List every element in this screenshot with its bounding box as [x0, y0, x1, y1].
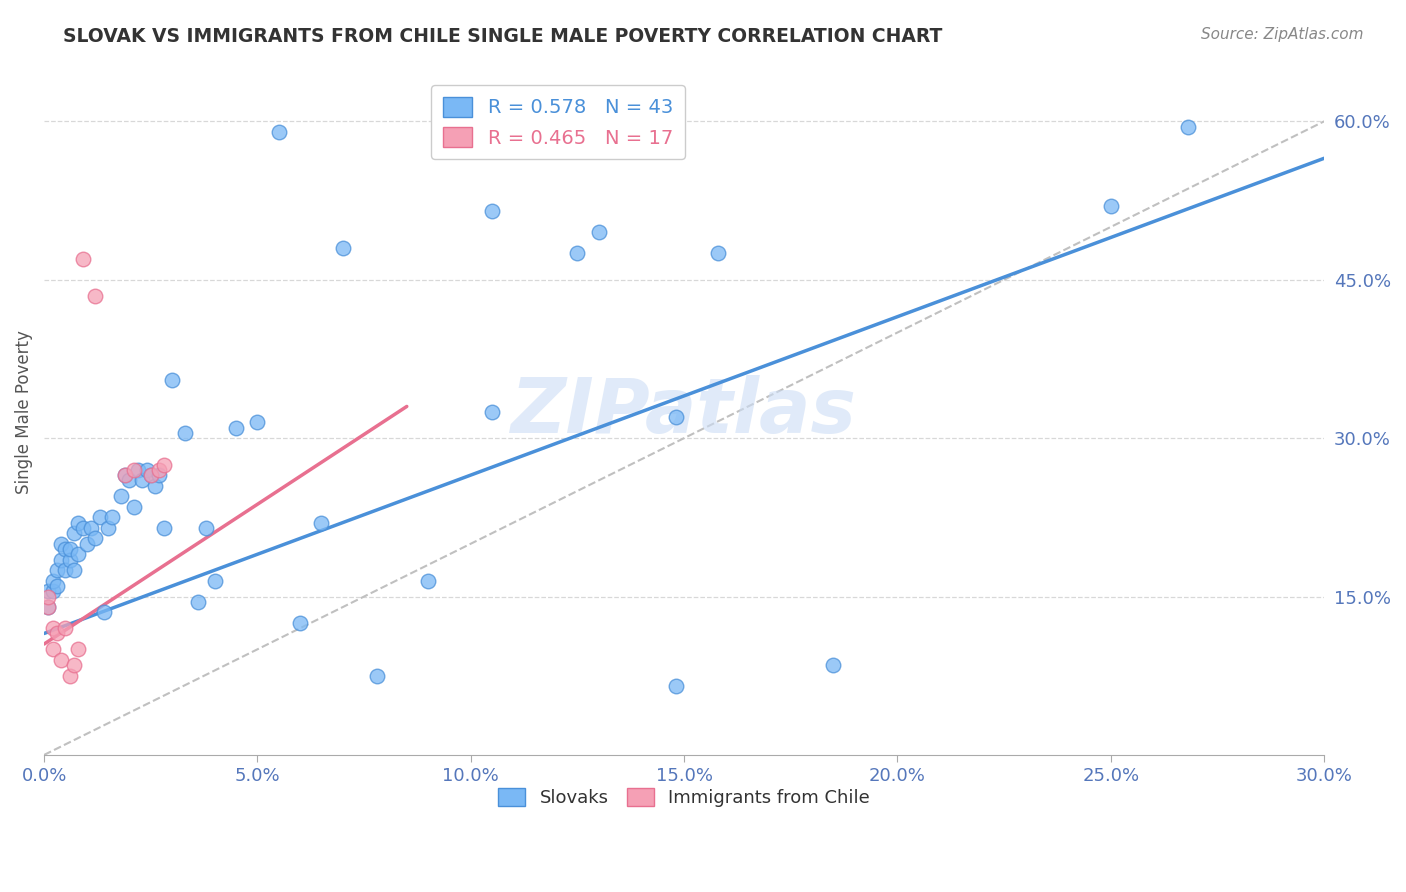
Point: [37, 590, 59, 604]
Point: [59, 669, 82, 683]
Point: [45, 579, 67, 593]
Point: [665, 409, 688, 424]
Legend: Slovaks, Immigrants from Chile: Slovaks, Immigrants from Chile: [491, 780, 877, 814]
Point: [366, 669, 388, 683]
Point: [122, 500, 145, 514]
Point: [148, 463, 170, 477]
Point: [143, 478, 166, 492]
Point: [118, 474, 141, 488]
Point: [148, 468, 170, 483]
Point: [139, 468, 162, 483]
Point: [288, 615, 311, 630]
Point: [89, 510, 111, 524]
Point: [80, 521, 103, 535]
Point: [267, 125, 290, 139]
Point: [93, 605, 115, 619]
Point: [51, 653, 73, 667]
Point: [55, 541, 77, 556]
Point: [51, 537, 73, 551]
Point: [823, 658, 845, 673]
Point: [67, 516, 90, 530]
Point: [37, 600, 59, 615]
Point: [481, 204, 503, 219]
Point: [707, 246, 730, 260]
Point: [37, 600, 59, 615]
Point: [225, 420, 247, 434]
Point: [127, 463, 149, 477]
Point: [84, 288, 107, 302]
Point: [67, 642, 90, 657]
Point: [416, 574, 439, 588]
Point: [139, 468, 162, 483]
Point: [76, 537, 98, 551]
Point: [174, 425, 197, 440]
Point: [1177, 120, 1199, 134]
Text: Source: ZipAtlas.com: Source: ZipAtlas.com: [1201, 27, 1364, 42]
Point: [63, 563, 86, 577]
Point: [152, 521, 174, 535]
Point: [41, 642, 63, 657]
Point: [311, 516, 333, 530]
Point: [332, 241, 354, 255]
Point: [67, 547, 90, 561]
Point: [567, 246, 589, 260]
Point: [131, 474, 153, 488]
Point: [114, 468, 136, 483]
Point: [45, 626, 67, 640]
Point: [41, 621, 63, 635]
Point: [59, 541, 82, 556]
Point: [114, 468, 136, 483]
Text: ZIPatlas: ZIPatlas: [512, 375, 858, 449]
Point: [55, 563, 77, 577]
Point: [481, 405, 503, 419]
Point: [204, 574, 226, 588]
Point: [97, 521, 120, 535]
Point: [59, 552, 82, 566]
Point: [41, 574, 63, 588]
Point: [187, 595, 209, 609]
Point: [665, 679, 688, 693]
Point: [195, 521, 218, 535]
Point: [72, 252, 94, 266]
Point: [45, 563, 67, 577]
Point: [110, 489, 132, 503]
Point: [41, 584, 63, 599]
Point: [72, 521, 94, 535]
Y-axis label: Single Male Poverty: Single Male Poverty: [15, 330, 32, 493]
Point: [246, 415, 269, 429]
Point: [152, 458, 174, 472]
Point: [135, 463, 157, 477]
Point: [84, 532, 107, 546]
Point: [63, 526, 86, 541]
Point: [55, 621, 77, 635]
Point: [101, 510, 124, 524]
Point: [588, 225, 610, 239]
Point: [63, 658, 86, 673]
Point: [160, 373, 183, 387]
Point: [51, 552, 73, 566]
Point: [1099, 199, 1122, 213]
Point: [122, 463, 145, 477]
Point: [37, 584, 59, 599]
Point: [481, 120, 503, 134]
Text: SLOVAK VS IMMIGRANTS FROM CHILE SINGLE MALE POVERTY CORRELATION CHART: SLOVAK VS IMMIGRANTS FROM CHILE SINGLE M…: [63, 27, 942, 45]
